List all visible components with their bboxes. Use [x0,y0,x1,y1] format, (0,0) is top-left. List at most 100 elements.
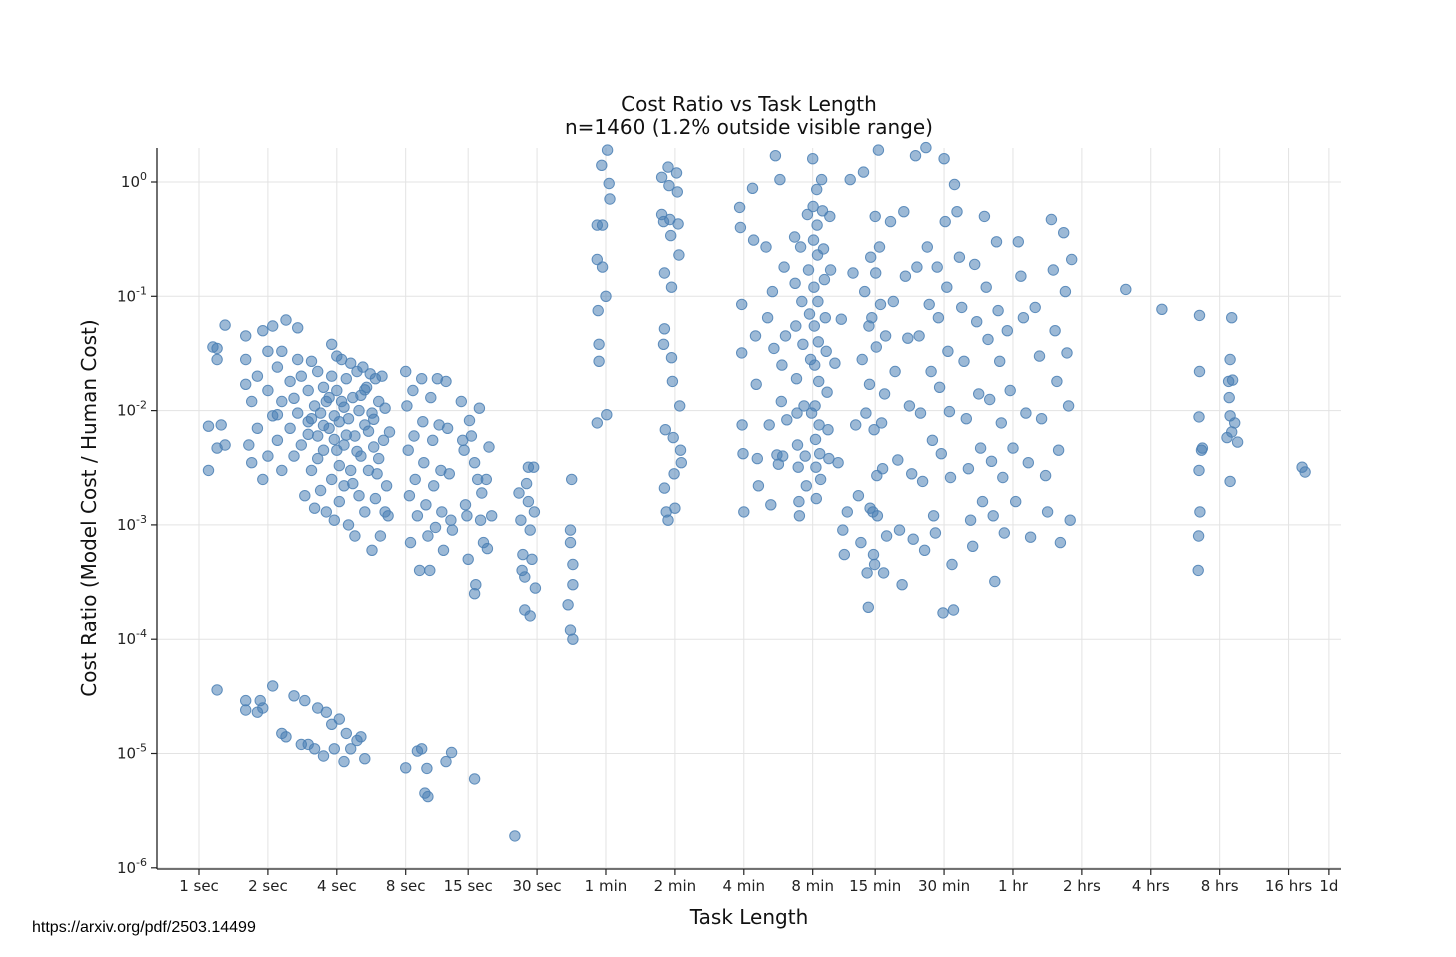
data-point [1007,442,1019,454]
data-point [596,219,609,231]
data-point [807,234,820,246]
data-point [658,323,671,335]
data-point [328,433,340,446]
data-point [923,298,935,311]
data-point [408,430,420,442]
data-point [823,452,835,465]
data-point [980,281,992,293]
data-point [1054,536,1067,549]
data-point [320,506,332,518]
data-point [371,468,383,480]
data-point [474,514,487,526]
data-point [781,414,793,426]
data-point [459,499,472,511]
data-point [808,320,820,332]
data-point [1029,301,1041,314]
data-point [379,402,391,414]
data-point [416,373,428,385]
data-point [874,298,887,311]
data-point [288,450,300,462]
data-point [856,353,868,366]
data-point [774,173,786,186]
data-point [425,391,437,404]
data-point [421,762,433,775]
y-tick-label: 10-2 [117,399,147,420]
data-point [280,314,292,326]
data-point [345,743,357,755]
data-point [564,536,577,549]
data-point [807,153,819,165]
data-point [829,357,841,369]
data-point [974,442,987,454]
data-point [802,264,815,276]
data-point [869,210,881,223]
data-point [458,444,470,456]
data-point [418,457,430,469]
data-point [524,610,536,622]
data-point [520,477,533,490]
data-point [288,392,300,404]
data-point [1024,531,1037,543]
data-point [1120,283,1132,296]
data-point [779,330,792,342]
data-point [822,424,834,436]
data-point [884,215,897,228]
data-point [314,407,327,419]
data-point [295,439,307,451]
data-point [1193,309,1206,322]
data-point [765,499,777,511]
data-point [357,361,369,373]
data-point [355,731,367,743]
data-point [351,445,363,458]
data-point [674,444,687,456]
data-point [379,506,391,518]
data-point [513,487,525,499]
data-point [302,428,314,440]
data-point [814,448,826,460]
data-point [374,530,387,542]
data-point [473,402,486,414]
data-point [422,790,434,803]
data-point [326,370,338,382]
data-point [994,355,1006,367]
data-point [809,359,821,371]
x-tick-label: 4 hrs [1132,877,1170,895]
data-point [799,450,811,462]
data-point [1012,236,1024,248]
data-point [362,425,375,437]
data-point [665,352,678,364]
x-tick-label: 4 sec [317,877,357,895]
data-point [985,455,998,467]
data-point [288,690,300,702]
data-point [824,264,837,276]
data-point [566,473,578,486]
data-point [312,430,324,442]
data-point [295,370,307,382]
data-point [939,215,951,228]
data-point [377,434,390,446]
data-point [976,495,989,508]
data-point [529,582,542,594]
data-point [326,338,338,350]
data-point [308,743,321,755]
data-point [1049,325,1061,337]
data-point [824,210,836,223]
data-point [863,378,876,390]
x-tick-label: 16 hrs [1265,877,1313,895]
data-point [964,514,977,526]
data-point [262,450,274,462]
y-tick-label: 10-6 [117,856,147,877]
data-point [462,553,474,565]
data-point [920,141,932,154]
data-point [662,161,674,173]
data-point [428,480,440,492]
data-point [333,495,345,508]
data-point [593,338,605,350]
data-point [738,506,750,518]
data-point [280,731,292,743]
x-tick-label: 1d [1319,877,1338,895]
data-point [746,182,759,195]
data-point [401,400,413,412]
data-point [564,524,577,536]
data-point [1047,264,1060,276]
